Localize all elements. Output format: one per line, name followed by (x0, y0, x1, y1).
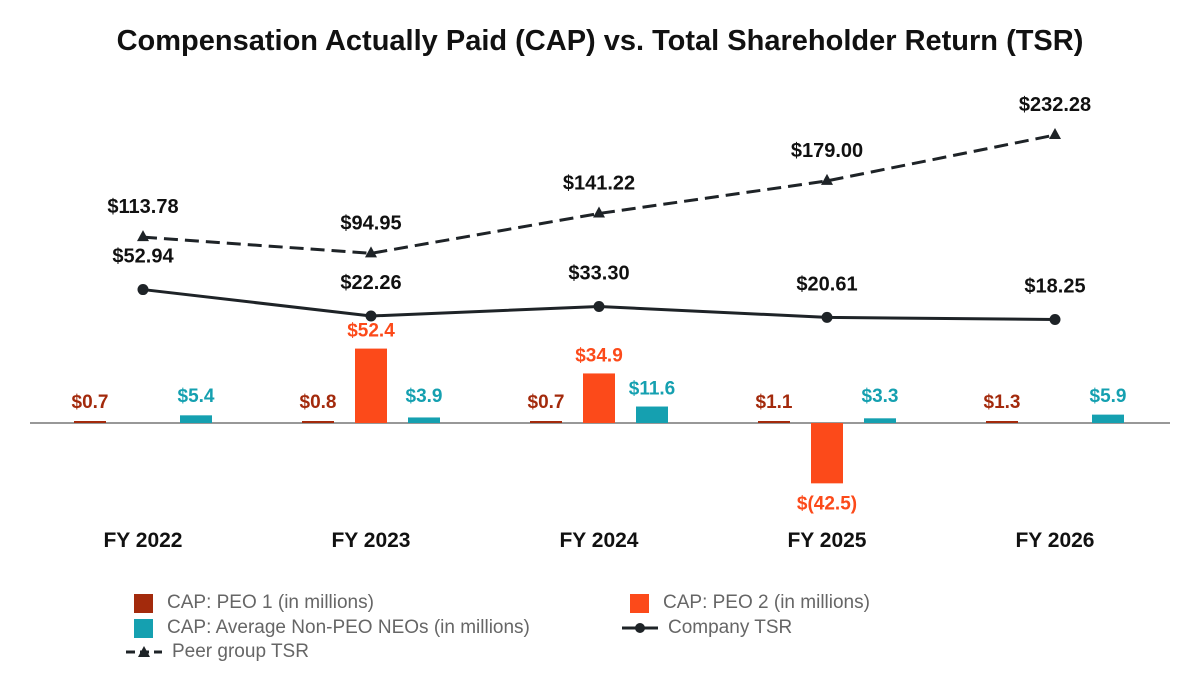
company-tsr-label-0: $52.94 (112, 246, 174, 268)
bar-peo1-0 (74, 421, 106, 423)
legend-item-peo1: CAP: PEO 1 (in millions) (134, 592, 374, 614)
bar-peo1-2 (530, 421, 562, 423)
data-label-neo-0: $5.4 (178, 386, 215, 407)
peer-tsr-label-4: $232.28 (1019, 94, 1091, 116)
company-tsr-marker-3 (821, 311, 833, 323)
bar-peo2-1 (355, 348, 387, 423)
bar-neo-0 (180, 415, 212, 423)
data-label-peo2-1: $52.4 (347, 321, 395, 342)
bar-peo2-3 (811, 423, 843, 484)
legend-item-company-tsr: Company TSR (620, 617, 792, 639)
data-label-peo1-2: $0.7 (528, 392, 565, 413)
peer-tsr-marker-2 (593, 206, 605, 218)
peer-tsr-marker-4 (1049, 128, 1061, 139)
legend-swatch-peo1 (134, 593, 153, 613)
legend-key-peer-tsr (126, 646, 162, 657)
peer-tsr-line (142, 133, 1056, 255)
peer-tsr-marker-3 (821, 173, 833, 185)
bar-peo1-1 (302, 421, 334, 423)
bar-neo-3 (864, 418, 896, 423)
company-tsr-marker-4 (1049, 313, 1061, 325)
company-tsr-marker-1 (365, 310, 377, 322)
data-label-peo1-1: $0.8 (300, 392, 337, 413)
peer-tsr-label-1: $94.95 (340, 212, 401, 234)
legend-label-neo: CAP: Average Non-PEO NEOs (in millions) (167, 617, 530, 638)
legend-item-peo2: CAP: PEO 2 (in millions) (630, 592, 870, 614)
bar-neo-4 (1092, 414, 1124, 423)
company-tsr-label-4: $18.25 (1024, 275, 1085, 297)
bar-peo1-4 (986, 421, 1018, 423)
data-label-neo-1: $3.9 (406, 386, 443, 407)
x-tick-label-1: FY 2023 (331, 529, 410, 552)
data-label-neo-2: $11.6 (629, 379, 676, 400)
x-tick-label-4: FY 2026 (1015, 529, 1094, 552)
x-tick-label-0: FY 2022 (103, 529, 182, 552)
x-tick-label-3: FY 2025 (787, 529, 866, 552)
data-label-peo1-0: $0.7 (72, 392, 109, 413)
peer-tsr-label-3: $179.00 (791, 140, 863, 162)
legend-item-peer-tsr: Peer group TSR (124, 641, 309, 663)
data-label-neo-3: $3.3 (862, 386, 899, 407)
legend-label-company-tsr: Company TSR (668, 617, 793, 638)
peer-tsr-label-2: $141.22 (563, 172, 635, 194)
data-label-neo-4: $5.9 (1090, 386, 1127, 407)
company-tsr-label-2: $33.30 (568, 262, 629, 284)
legend-label-peer-tsr: Peer group TSR (172, 641, 309, 662)
legend-label-peo1: CAP: PEO 1 (in millions) (167, 592, 374, 613)
data-label-peo1-4: $1.3 (984, 392, 1021, 413)
bar-neo-2 (636, 406, 668, 423)
company-tsr-marker-0 (137, 284, 149, 296)
company-tsr-label-1: $22.26 (340, 272, 401, 294)
company-tsr-marker-2 (593, 300, 605, 312)
legend-label-peo2: CAP: PEO 2 (in millions) (663, 592, 870, 613)
bar-peo2-2 (583, 373, 615, 423)
peer-tsr-marker-1 (365, 246, 377, 258)
peer-tsr-marker-0 (137, 230, 149, 242)
legend-item-neo: CAP: Average Non-PEO NEOs (in millions) (134, 617, 530, 639)
bar-peo1-3 (758, 421, 790, 423)
legend-key-company-tsr (622, 623, 658, 633)
legend-swatch-peo2 (630, 593, 649, 613)
data-label-peo2-3: $(42.5) (797, 493, 857, 514)
data-label-peo2-2: $34.9 (575, 345, 623, 366)
peer-tsr-label-0: $113.78 (107, 196, 178, 218)
chart-title: Compensation Actually Paid (CAP) vs. Tot… (116, 25, 1084, 57)
x-tick-label-2: FY 2024 (559, 529, 638, 552)
data-label-peo1-3: $1.1 (756, 392, 793, 413)
bar-neo-1 (408, 417, 440, 423)
legend-swatch-neo (134, 618, 153, 638)
company-tsr-label-3: $20.61 (796, 273, 857, 295)
